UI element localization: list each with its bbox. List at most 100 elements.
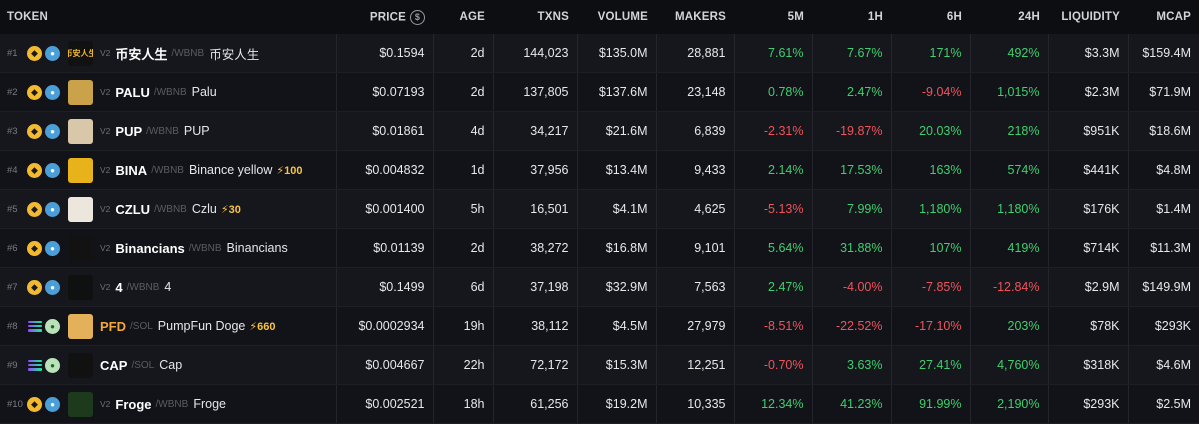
token-cell[interactable]: #7 ◆ ● V2 4/WBNB 4 [0,267,336,307]
dollar-toggle-icon[interactable]: $ [410,9,425,25]
quote-pair: /WBNB [188,242,222,254]
header-volume[interactable]: VOLUME [597,11,648,23]
boost-badge[interactable]: ⚡660 [249,320,276,333]
quote-pair: /SOL [130,320,153,332]
volume-cell: $4.1M [576,189,656,229]
header-mcap[interactable]: MCAP [1156,11,1191,23]
txns-cell: 38,272 [492,228,577,268]
table-row[interactable]: #6 ◆ ● V2 Binancians/WBNB Binancians $0.01139 2… [0,228,1199,268]
pancakeswap-icon: ● [45,84,60,100]
pumpswap-icon: ● [45,357,60,373]
dex-version-label: V2 [100,165,111,175]
txns-cell: 34,217 [492,111,577,151]
dex-version-label: V2 [100,243,111,253]
dex-version-label: V2 [100,87,111,97]
header-token[interactable]: TOKEN [7,11,49,23]
solana-icon [27,358,42,373]
token-symbol: 币安人生 [115,46,168,62]
pancakeswap-icon: ● [45,396,60,412]
dex-version-label: V2 [100,399,111,409]
quote-pair: /WBNB [171,47,205,59]
price-cell: $0.002521 [335,384,433,424]
boost-badge[interactable]: ⚡30 [220,203,241,216]
token-cell[interactable]: #4 ◆ ● V2 BINA/WBNB Binance yellow ⚡100 [0,150,336,190]
token-rank: #4 [7,164,18,176]
change-6h-cell: 27.41% [890,345,970,385]
token-avatar [68,118,93,144]
token-rank: #3 [7,125,18,137]
boost-badge[interactable]: ⚡100 [276,164,303,177]
token-cell[interactable]: #1 ◆ ● 币安人生 V2 币安人生/WBNB 币安人生 [0,34,336,73]
liquidity-cell: $441K [1047,150,1128,190]
table-row[interactable]: #1 ◆ ● 币安人生 V2 币安人生/WBNB 币安人生 $0.1594 2d 144,023 $… [0,34,1199,73]
txns-cell: 16,501 [492,189,577,229]
change-24h-cell: -12.84% [969,267,1048,307]
header-price[interactable]: PRICE $ [336,0,433,34]
token-name: PUP [183,124,210,138]
table-row[interactable]: #7 ◆ ● V2 4/WBNB 4 $0.1499 6d 37,198 $32.9M 7,563 2… [0,267,1199,307]
volume-cell: $21.6M [576,111,656,151]
pumpswap-icon: ● [45,318,60,334]
header-24h[interactable]: 24H [1018,11,1040,23]
change-24h-cell: 574% [969,150,1048,190]
table-row[interactable]: #2 ◆ ● V2 PALU/WBNB Palu $0.07193 2d 137,805 $137… [0,72,1199,112]
price-cell: $0.1594 [335,34,433,73]
dex-version-label: V2 [100,204,111,214]
change-6h-cell: -17.10% [890,306,970,346]
header-liquidity[interactable]: LIQUIDITY [1061,11,1120,23]
dex-version-label: V2 [100,126,111,136]
txns-cell: 61,256 [492,384,577,424]
token-cell[interactable]: #5 ◆ ● V2 CZLU/WBNB Czlu ⚡30 [0,189,336,229]
volume-cell: $4.5M [576,306,656,346]
change-1h-cell: 31.88% [811,228,891,268]
liquidity-cell: $2.3M [1047,72,1128,112]
age-cell: 2d [432,72,493,112]
liquidity-cell: $3.3M [1047,34,1128,73]
liquidity-cell: $714K [1047,228,1128,268]
table-row[interactable]: #4 ◆ ● V2 BINA/WBNB Binance yellow ⚡100 $0.0048… [0,150,1199,190]
header-makers[interactable]: MAKERS [674,11,726,23]
age-cell: 6d [432,267,493,307]
quote-pair: /SOL [131,359,155,371]
age-cell: 2d [432,34,493,73]
change-24h-cell: 419% [969,228,1048,268]
token-name: Binancians [226,241,288,255]
token-avatar [68,157,93,183]
change-6h-cell: 163% [890,150,970,190]
age-cell: 4d [432,111,493,151]
table-row[interactable]: #9 ● CAP/SOL Cap $0.004667 22h 72,172 $15.3M 12,… [0,345,1199,385]
table-row[interactable]: #10 ◆ ● V2 Froge/WBNB Froge $0.002521 18h 61,256… [0,384,1199,424]
header-6h[interactable]: 6H [946,11,962,23]
header-txns[interactable]: TXNS [537,11,569,23]
change-6h-cell: 20.03% [890,111,970,151]
change-5m-cell: 5.64% [733,228,812,268]
mcap-cell: $1.4M [1127,189,1199,229]
token-cell[interactable]: #10 ◆ ● V2 Froge/WBNB Froge [0,384,336,424]
table-row[interactable]: #5 ◆ ● V2 CZLU/WBNB Czlu ⚡30 $0.001400 5h 16,501 $… [0,189,1199,229]
age-cell: 2d [432,228,493,268]
table-row[interactable]: #3 ◆ ● V2 PUP/WBNB PUP $0.01861 4d 34,217 $21.6M 6… [0,111,1199,151]
token-cell[interactable]: #8 ● PFD/SOL PumpFun Doge ⚡660 [0,306,336,346]
token-cell[interactable]: #6 ◆ ● V2 Binancians/WBNB Binancians [0,228,336,268]
token-cell[interactable]: #3 ◆ ● V2 PUP/WBNB PUP [0,111,336,151]
makers-cell: 27,979 [655,306,734,346]
change-1h-cell: 7.67% [811,34,891,73]
header-age[interactable]: AGE [459,11,485,23]
makers-cell: 6,839 [655,111,734,151]
volume-cell: $135.0M [576,34,656,73]
change-1h-cell: 41.23% [811,384,891,424]
dex-version-label: V2 [100,282,111,292]
token-cell[interactable]: #2 ◆ ● V2 PALU/WBNB Palu [0,72,336,112]
change-5m-cell: 12.34% [733,384,812,424]
header-5m[interactable]: 5M [787,11,804,23]
token-symbol: 4 [115,279,123,295]
table-row[interactable]: #8 ● PFD/SOL PumpFun Doge ⚡660 $0.0002934 19h 3… [0,306,1199,346]
token-rank: #2 [7,86,18,98]
token-rank: #7 [7,281,18,293]
quote-pair: /WBNB [146,125,179,137]
token-cell[interactable]: #9 ● CAP/SOL Cap [0,345,336,385]
makers-cell: 23,148 [655,72,734,112]
bnb-chain-icon: ◆ [27,201,42,217]
header-1h[interactable]: 1H [867,11,883,23]
